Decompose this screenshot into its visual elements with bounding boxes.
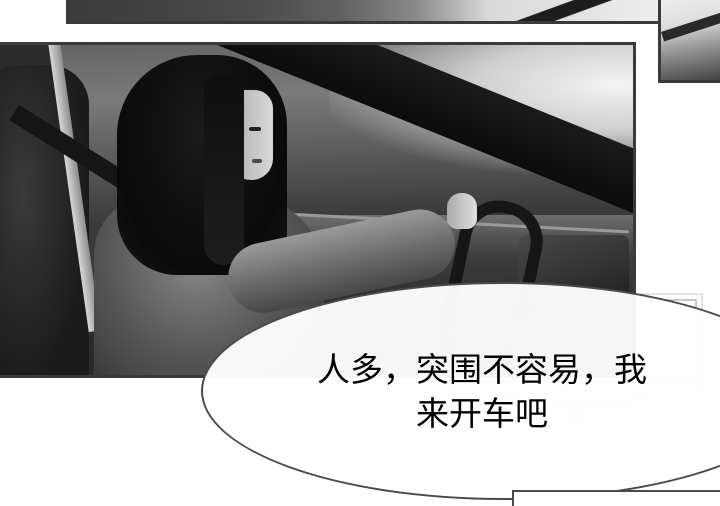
previous-panel-strip [66, 0, 672, 24]
side-panel-shadow [661, 4, 720, 42]
woman-hair-front [204, 75, 244, 265]
previous-panel-shadow [489, 0, 669, 21]
woman-hand [447, 193, 477, 229]
dialogue-line-1: 人多，突围不容易，我 [317, 350, 647, 389]
woman-eye [249, 127, 261, 131]
side-panel [658, 0, 720, 83]
speech-bubble-text: 人多，突围不容易，我 来开车吧 [262, 348, 702, 436]
next-panel-edge [512, 490, 720, 506]
woman-lips [252, 159, 262, 163]
dialogue-line-2: 来开车吧 [416, 394, 548, 433]
